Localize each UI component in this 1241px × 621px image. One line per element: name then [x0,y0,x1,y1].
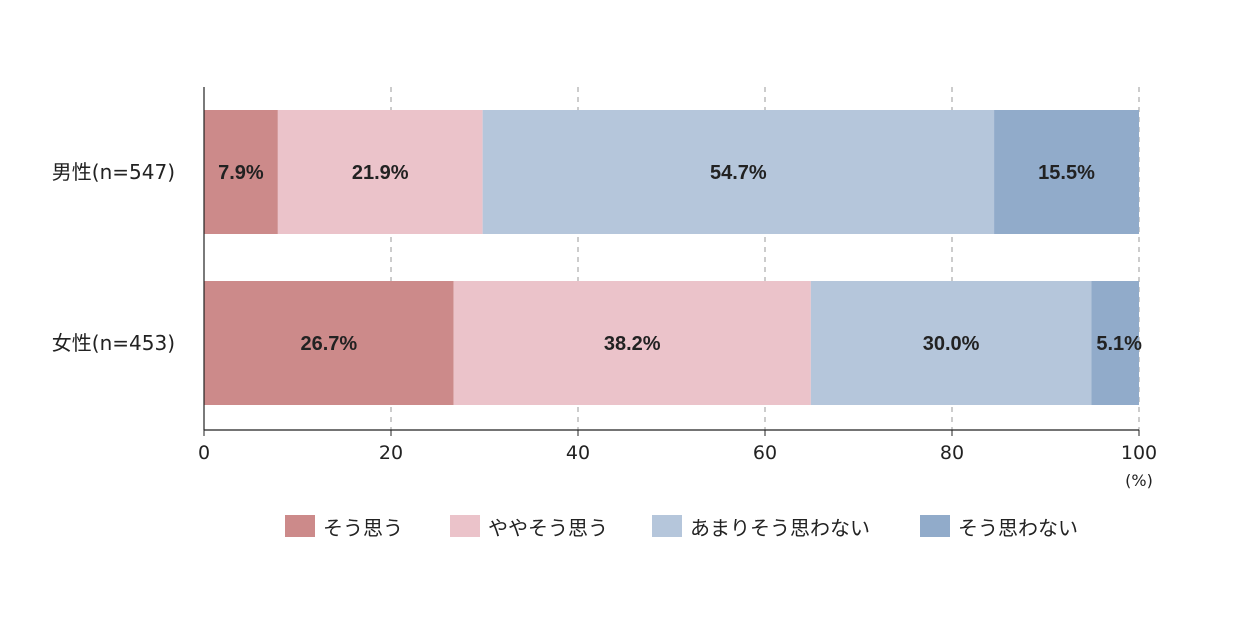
bar-1-0 [204,281,454,405]
category-label: 女性(n=453) [52,331,175,355]
legend: そう思う ややそう思う あまりそう思わない そう思わない [0,508,1241,544]
data-label-1-3: 5.1% [1096,333,1142,355]
category-label: 男性(n=547) [52,160,175,184]
x-tick-label: 80 [940,442,964,464]
bar-0-3 [994,110,1139,234]
bar-0-0 [204,110,278,234]
legend-label: あまりそう思わない [690,515,870,540]
x-tick-label: 100 [1121,442,1157,464]
data-label-0-0: 7.9% [218,162,264,184]
legend-swatch [652,515,682,537]
legend-label: ややそう思う [488,515,608,540]
gridlines [390,87,1140,430]
data-label-0-1: 21.9% [352,162,409,184]
bar-0-1 [277,110,483,234]
bar-0-2 [482,110,995,234]
x-tick-label: 60 [753,442,777,464]
bar-1-3 [1091,281,1139,405]
bar-1-2 [810,281,1092,405]
data-label-1-1: 38.2% [604,333,661,355]
bars: 7.9% 21.9% 54.7% 15.5% 26.7% 38.2% 30.0% 5.1% [204,110,1142,405]
legend-label: そう思う [323,515,403,540]
legend-label: そう思わない [958,515,1078,540]
data-label-1-0: 26.7% [300,333,357,355]
legend-item: そう思う [285,508,403,544]
x-tick-label: 40 [566,442,590,464]
axes: 男性(n=547) 女性(n=453) 0 20 40 60 80 100 (%) [52,87,1157,490]
x-tick-label: 0 [198,442,210,464]
x-tick-label: 20 [379,442,403,464]
legend-swatch [920,515,950,537]
data-label-1-2: 30.0% [923,333,980,355]
legend-swatch [450,515,480,537]
data-label-0-3: 15.5% [1038,162,1095,184]
bar-1-1 [453,281,811,405]
legend-item: そう思わない [920,508,1078,544]
legend-item: ややそう思う [450,508,608,544]
legend-item: あまりそう思わない [652,508,870,544]
data-label-0-2: 54.7% [710,162,767,184]
x-unit-label: (%) [1125,471,1153,490]
legend-swatch [285,515,315,537]
